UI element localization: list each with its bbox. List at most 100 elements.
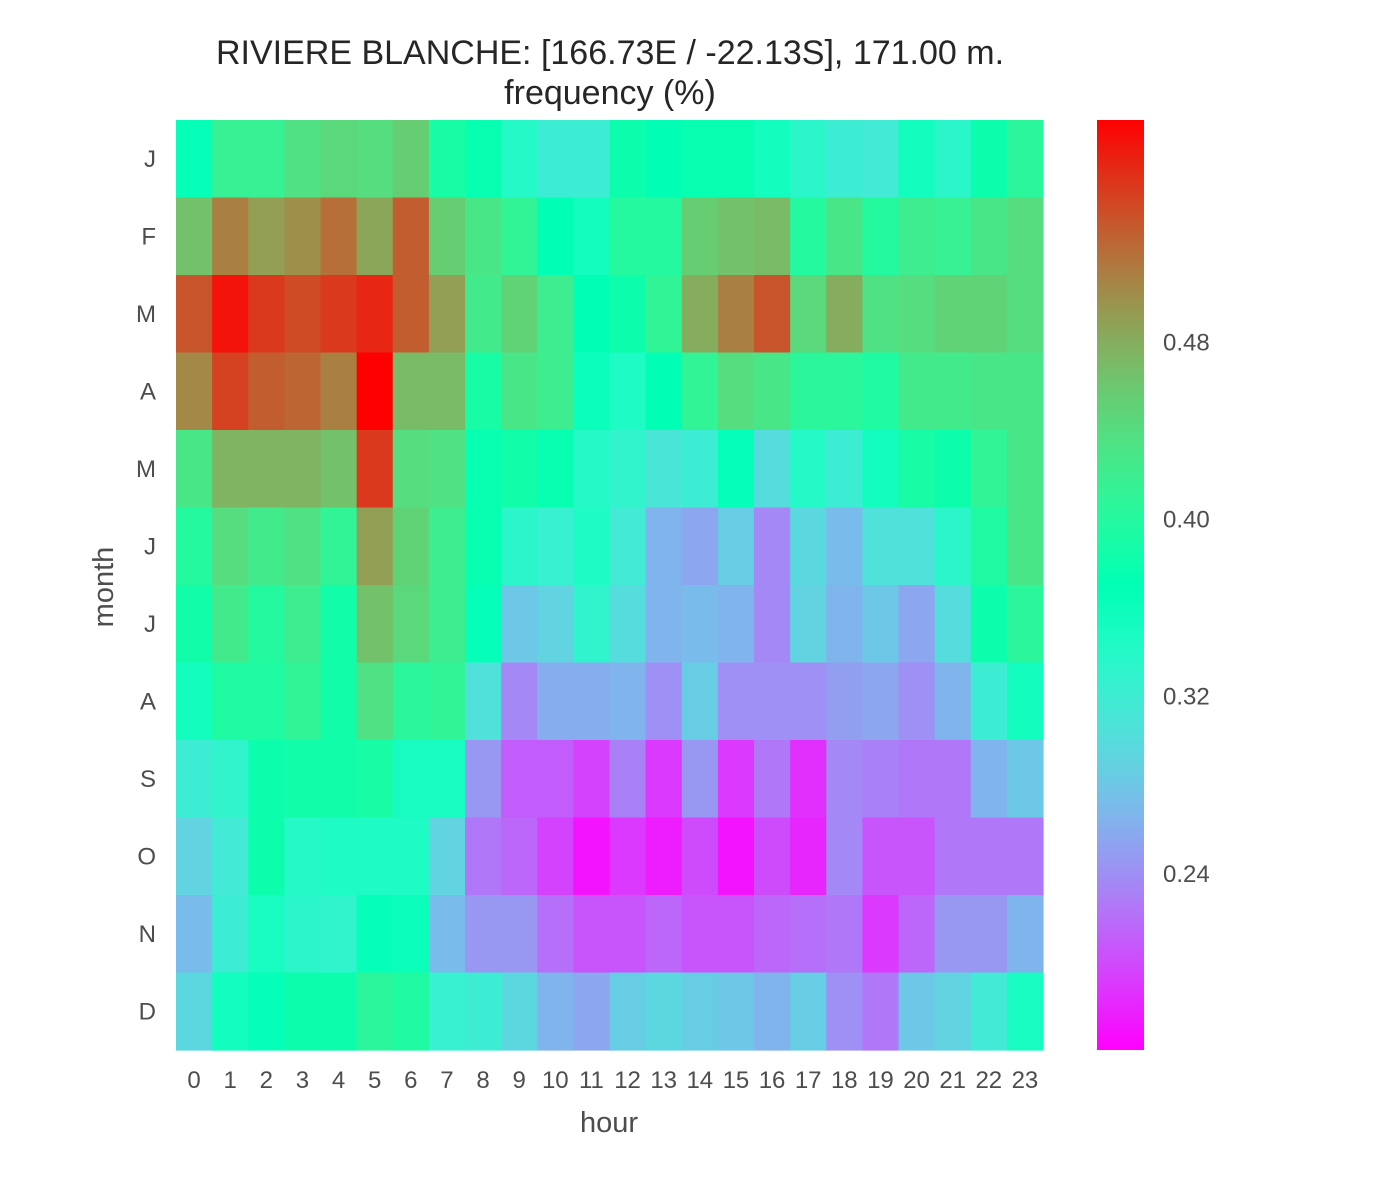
heatmap-cell — [681, 662, 719, 741]
heatmap-cell — [428, 740, 466, 819]
heatmap-cell — [1006, 585, 1044, 664]
x-tick-label: 20 — [903, 1067, 930, 1094]
heatmap-cell — [176, 430, 213, 509]
heatmap-cell — [934, 662, 972, 741]
heatmap-cell — [320, 895, 358, 974]
heatmap-cell — [392, 120, 430, 199]
heatmap-cell — [681, 197, 719, 276]
heatmap-cell — [392, 197, 430, 276]
heatmap-cell — [284, 740, 322, 819]
heatmap-cell — [176, 662, 213, 741]
heatmap-cell — [212, 585, 249, 664]
heatmap-cell — [465, 507, 502, 586]
heatmap-cell — [826, 275, 863, 354]
heatmap-cell — [717, 585, 755, 664]
heatmap-cell — [465, 197, 502, 276]
heatmap-cell — [573, 197, 611, 276]
heatmap-cell — [428, 585, 466, 664]
heatmap-cell — [176, 895, 213, 974]
heatmap-cell — [1006, 895, 1044, 974]
y-tick-label: J — [144, 146, 156, 173]
heatmap-cell — [826, 507, 863, 586]
heatmap-cell — [356, 275, 394, 354]
heatmap-cell — [970, 352, 1008, 431]
heatmap-cell — [934, 895, 972, 974]
x-tick-label: 14 — [686, 1067, 713, 1094]
heatmap-cell — [862, 507, 900, 586]
x-tick-label: 18 — [831, 1067, 858, 1094]
heatmap-cell — [176, 275, 213, 354]
y-tick-label: D — [139, 998, 156, 1025]
heatmap-cell — [537, 740, 574, 819]
heatmap-cell — [573, 507, 611, 586]
heatmap-cell — [392, 430, 430, 509]
colorbar-ticks: 0.24 0.32 0.40 0.48 — [1163, 329, 1210, 887]
heatmap-cell — [248, 352, 285, 431]
y-tick-label: J — [144, 533, 156, 560]
heatmap-cell — [320, 197, 358, 276]
heatmap-cell — [501, 817, 538, 896]
y-tick-label: M — [136, 456, 156, 483]
heatmap-cell — [573, 120, 611, 199]
heatmap-cell — [428, 120, 466, 199]
heatmap-cell — [862, 895, 900, 974]
heatmap-cell — [717, 895, 755, 974]
heatmap-cell — [392, 352, 430, 431]
heatmap-cell — [934, 507, 972, 586]
heatmap-cell — [717, 817, 755, 896]
x-tick-label: 10 — [542, 1067, 569, 1094]
heatmap-cell — [284, 585, 322, 664]
heatmap-cell — [754, 662, 791, 741]
heatmap-cell — [898, 120, 936, 199]
heatmap-cell — [898, 972, 936, 1051]
y-tick-label: A — [140, 378, 156, 405]
heatmap-cell — [717, 275, 755, 354]
heatmap-cell — [790, 275, 827, 354]
y-axis-ticks: J F M A M J J A S O N D — [136, 146, 156, 1026]
heatmap-cell — [609, 972, 647, 1051]
heatmap-cell — [356, 972, 394, 1051]
heatmap-cell — [681, 430, 719, 509]
heatmap-cell — [428, 817, 466, 896]
heatmap-cell — [645, 507, 683, 586]
heatmap-cell — [356, 740, 394, 819]
heatmap-cell — [717, 430, 755, 509]
chart-subtitle: frequency (%) — [504, 74, 716, 112]
heatmap-cell — [862, 817, 900, 896]
heatmap-cell — [970, 120, 1008, 199]
heatmap-cell — [356, 120, 394, 199]
heatmap-cell — [645, 352, 683, 431]
heatmap-cell — [356, 662, 394, 741]
heatmap-cell — [392, 662, 430, 741]
heatmap-cell — [645, 972, 683, 1051]
heatmap-cell — [465, 275, 502, 354]
heatmap-cell — [934, 197, 972, 276]
heatmap-cell — [934, 120, 972, 199]
heatmap-cell — [934, 817, 972, 896]
heatmap-cell — [645, 662, 683, 741]
heatmap-cell — [826, 972, 863, 1051]
heatmap-cell — [970, 740, 1008, 819]
heatmap-cell — [790, 895, 827, 974]
heatmap-cell — [573, 430, 611, 509]
heatmap-cell — [501, 352, 538, 431]
heatmap-cell — [392, 585, 430, 664]
heatmap-cell — [970, 817, 1008, 896]
heatmap-cell — [826, 430, 863, 509]
heatmap-cell — [284, 430, 322, 509]
heatmap-cell — [970, 895, 1008, 974]
y-tick-label: J — [144, 611, 156, 638]
heatmap-cell — [465, 120, 502, 199]
heatmap-cell — [790, 740, 827, 819]
heatmap-cell — [934, 275, 972, 354]
heatmap-cell — [212, 817, 249, 896]
y-axis-label: month — [88, 547, 120, 628]
heatmap-cell — [573, 275, 611, 354]
heatmap-cell — [356, 197, 394, 276]
heatmap-cell — [320, 275, 358, 354]
heatmap-cell — [284, 197, 322, 276]
heatmap-cell — [681, 895, 719, 974]
heatmap-cell — [717, 352, 755, 431]
